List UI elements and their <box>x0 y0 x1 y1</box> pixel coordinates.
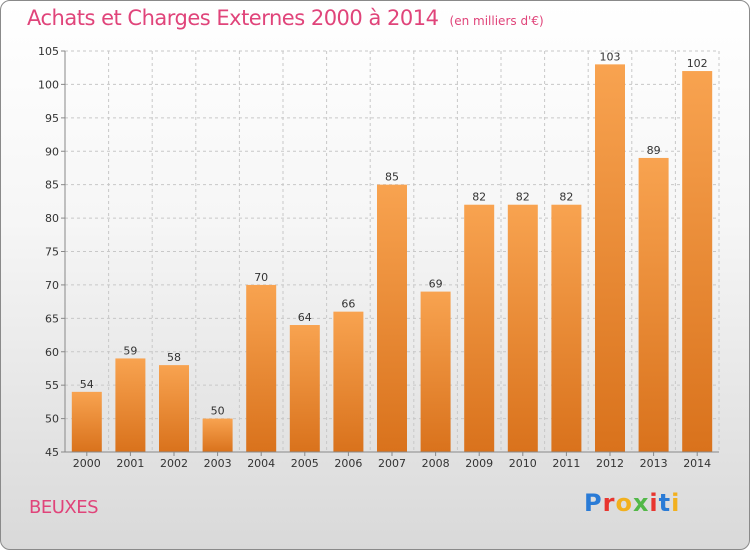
bar-2012[interactable] <box>595 64 625 452</box>
data-label-2004: 70 <box>254 271 268 284</box>
y-tick-label: 105 <box>38 45 59 58</box>
data-label-2013: 89 <box>647 144 661 157</box>
bar-2011[interactable] <box>551 204 582 452</box>
data-label-2012: 103 <box>600 50 621 63</box>
x-tick-label: 2010 <box>509 457 537 470</box>
x-tick-label: 2011 <box>552 457 580 470</box>
bar-2002[interactable] <box>159 365 189 452</box>
x-tick-label: 2001 <box>116 457 144 470</box>
x-tick-label: 2006 <box>334 457 362 470</box>
x-tick-label: 2013 <box>640 457 668 470</box>
x-tick-label: 2003 <box>204 457 232 470</box>
x-tick-label: 2009 <box>465 457 493 470</box>
bar-2006[interactable] <box>333 311 364 452</box>
logo-letter: o <box>615 489 633 517</box>
y-tick-label: 70 <box>45 279 59 292</box>
data-label-2014: 102 <box>687 57 708 70</box>
data-label-2005: 64 <box>298 311 312 324</box>
logo-letter: i <box>649 489 659 517</box>
data-label-2002: 58 <box>167 351 181 364</box>
commune-name: BEUXES <box>29 497 99 518</box>
logo-letter: i <box>671 489 681 517</box>
x-tick-label: 2005 <box>291 457 319 470</box>
data-label-2007: 85 <box>385 171 399 184</box>
logo-letter: t <box>658 489 672 517</box>
y-tick-label: 55 <box>45 379 59 392</box>
data-label-2010: 82 <box>516 191 530 204</box>
bar-2010[interactable] <box>507 204 538 452</box>
data-label-2001: 59 <box>123 344 137 357</box>
y-tick-label: 65 <box>45 312 59 325</box>
proxiti-logo[interactable]: Proxiti <box>584 489 680 517</box>
x-tick-label: 2002 <box>160 457 188 470</box>
data-label-2009: 82 <box>472 191 486 204</box>
title-text: Achats et Charges Externes 2000 à 2014 <box>27 6 439 30</box>
title-unit: (en milliers d'€) <box>449 14 544 28</box>
y-tick-label: 85 <box>45 179 59 192</box>
bar-2009[interactable] <box>464 204 495 452</box>
x-tick-label: 2007 <box>378 457 406 470</box>
y-tick-label: 50 <box>45 413 59 426</box>
y-tick-label: 95 <box>45 112 59 125</box>
bar-2014[interactable] <box>682 71 713 453</box>
x-tick-label: 2012 <box>596 457 624 470</box>
data-label-2008: 69 <box>429 278 443 291</box>
bar-2001[interactable] <box>115 358 146 452</box>
x-tick-label: 2008 <box>422 457 450 470</box>
y-tick-label: 75 <box>45 246 59 259</box>
bar-2004[interactable] <box>246 284 277 452</box>
chart-title: Achats et Charges Externes 2000 à 2014 (… <box>27 6 544 30</box>
y-tick-label: 90 <box>45 145 59 158</box>
x-tick-label: 2000 <box>73 457 101 470</box>
x-tick-label: 2014 <box>683 457 711 470</box>
x-tick-label: 2004 <box>247 457 275 470</box>
data-label-2011: 82 <box>559 191 573 204</box>
bar-2007[interactable] <box>377 184 407 452</box>
y-tick-label: 100 <box>38 78 59 91</box>
logo-letter: r <box>602 489 616 517</box>
bar-2013[interactable] <box>638 157 669 452</box>
bar-2005[interactable] <box>289 325 320 452</box>
y-tick-label: 45 <box>45 446 59 459</box>
y-tick-label: 60 <box>45 346 59 359</box>
data-label-2000: 54 <box>80 378 94 391</box>
y-tick-label: 80 <box>45 212 59 225</box>
data-label-2003: 50 <box>211 405 225 418</box>
logo-letter: x <box>632 489 650 517</box>
bar-2000[interactable] <box>71 391 102 452</box>
bar-2003[interactable] <box>202 418 233 452</box>
bar-2008[interactable] <box>420 291 451 452</box>
data-label-2006: 66 <box>341 298 355 311</box>
logo-letter: P <box>584 489 603 517</box>
